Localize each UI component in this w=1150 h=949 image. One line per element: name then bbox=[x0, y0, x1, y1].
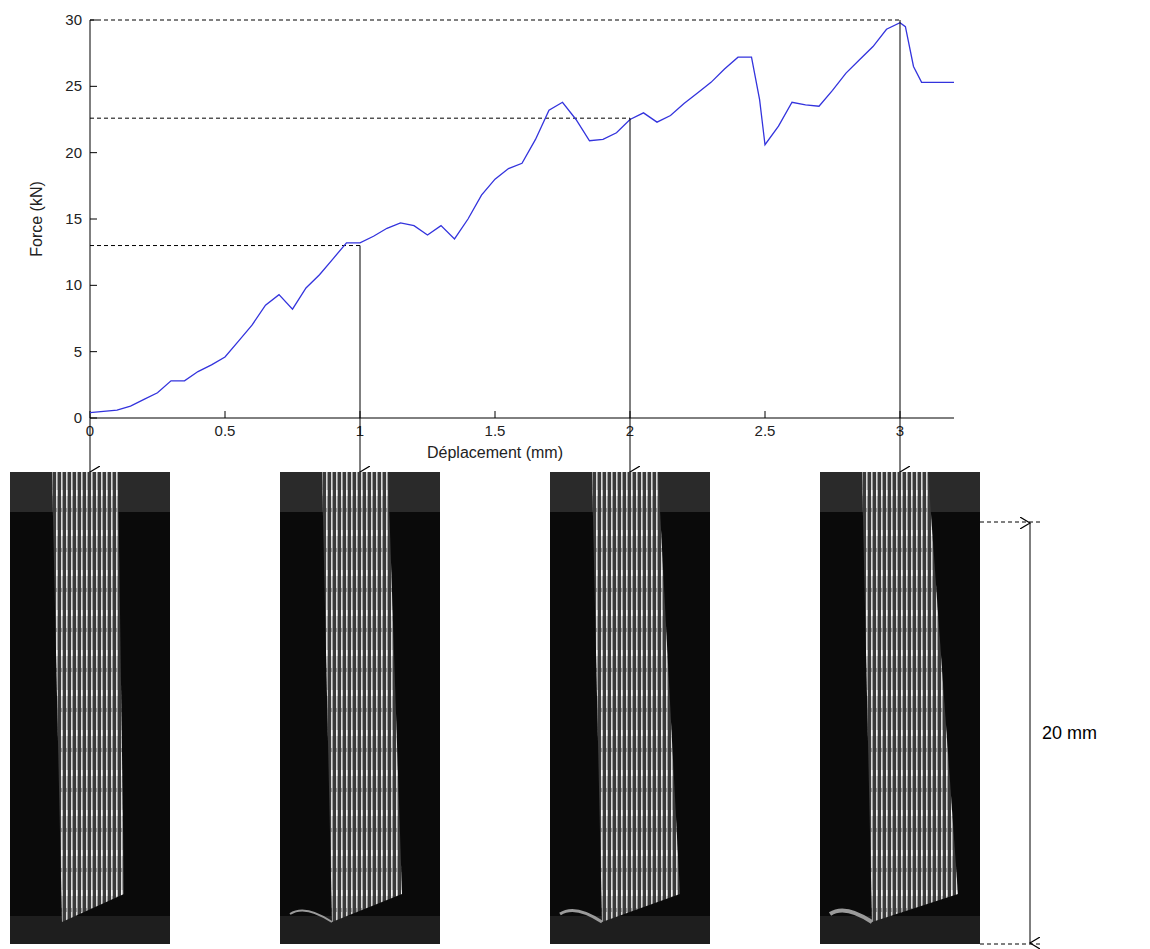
x-tick-label: 0.5 bbox=[215, 422, 236, 439]
photo-base bbox=[550, 916, 710, 944]
crushed-fibers bbox=[830, 910, 872, 922]
photo-background bbox=[550, 472, 710, 944]
image-arrow bbox=[630, 118, 631, 472]
image-arrow bbox=[360, 246, 361, 472]
photo-base bbox=[820, 916, 980, 944]
plot-area bbox=[90, 23, 954, 413]
scale-bar-tick bbox=[980, 944, 1040, 945]
x-axis-title: Déplacement (mm) bbox=[427, 444, 563, 461]
y-tick-label: 20 bbox=[65, 144, 82, 161]
y-tick bbox=[90, 219, 97, 220]
guide-dashed bbox=[90, 118, 630, 119]
crushed-fibers bbox=[560, 910, 602, 922]
guide-dashed bbox=[90, 20, 900, 21]
y-tick-label: 0 bbox=[74, 409, 82, 426]
y-tick-label: 10 bbox=[65, 276, 82, 293]
x-tick bbox=[495, 411, 496, 418]
specimen-photo bbox=[10, 472, 170, 944]
specimen bbox=[52, 472, 124, 922]
photo-background bbox=[10, 472, 170, 944]
x-tick-label: 2.5 bbox=[755, 422, 776, 439]
crushed-fibers bbox=[290, 910, 332, 922]
y-tick bbox=[90, 418, 97, 419]
x-axis bbox=[90, 418, 954, 419]
image-arrow bbox=[90, 418, 91, 472]
y-axis-title: Force (kN) bbox=[28, 181, 45, 257]
scale-bar-label: 20 mm bbox=[1042, 723, 1097, 743]
y-tick-label: 30 bbox=[65, 11, 82, 28]
photo-base bbox=[10, 916, 170, 944]
y-tick bbox=[90, 86, 97, 87]
y-tick bbox=[90, 285, 97, 286]
y-tick-label: 15 bbox=[65, 210, 82, 227]
photo-base bbox=[280, 916, 440, 944]
x-tick bbox=[765, 411, 766, 418]
specimen-photo bbox=[550, 472, 710, 944]
specimen-photo bbox=[280, 472, 440, 944]
photo-background bbox=[280, 472, 440, 944]
specimen bbox=[322, 472, 402, 922]
y-tick bbox=[90, 152, 97, 153]
x-tick bbox=[225, 411, 226, 418]
y-tick-label: 25 bbox=[65, 77, 82, 94]
y-tick-label: 5 bbox=[74, 343, 82, 360]
x-tick-label: 1.5 bbox=[485, 422, 506, 439]
specimen-photo bbox=[820, 472, 980, 944]
specimen bbox=[862, 472, 958, 922]
force-curve bbox=[90, 23, 954, 413]
chart: 00.511.522.53051015202530Déplacement (mm… bbox=[0, 0, 1150, 949]
y-tick bbox=[90, 351, 97, 352]
image-arrow bbox=[900, 20, 901, 472]
specimen bbox=[592, 472, 680, 922]
scale-bar bbox=[1030, 523, 1031, 943]
guide-dashed bbox=[90, 245, 360, 246]
scale-bar-tick bbox=[980, 522, 1040, 523]
photo-background bbox=[820, 472, 980, 944]
